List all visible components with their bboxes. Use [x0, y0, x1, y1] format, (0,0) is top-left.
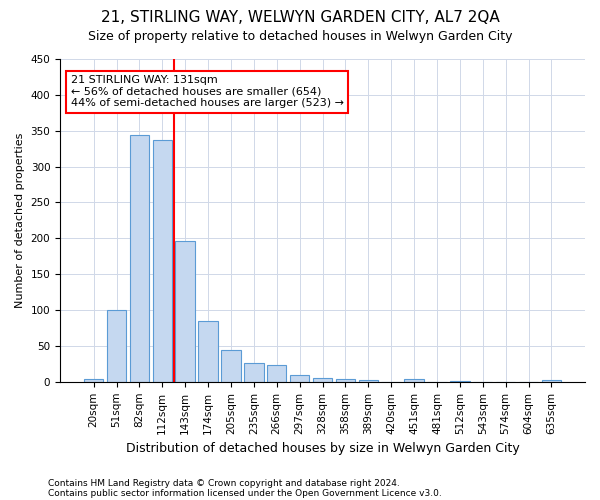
Bar [290, 376, 310, 382]
Bar [404, 379, 424, 382]
Bar [244, 363, 263, 382]
Bar [267, 364, 286, 382]
Bar [359, 380, 378, 382]
Bar [84, 379, 103, 382]
Bar [199, 321, 218, 382]
Text: Size of property relative to detached houses in Welwyn Garden City: Size of property relative to detached ho… [88, 30, 512, 43]
Bar [152, 140, 172, 382]
Y-axis label: Number of detached properties: Number of detached properties [15, 132, 25, 308]
Bar [450, 381, 470, 382]
Bar [221, 350, 241, 382]
Bar [175, 241, 195, 382]
Text: Contains public sector information licensed under the Open Government Licence v3: Contains public sector information licen… [48, 488, 442, 498]
Bar [542, 380, 561, 382]
Text: Contains HM Land Registry data © Crown copyright and database right 2024.: Contains HM Land Registry data © Crown c… [48, 478, 400, 488]
Bar [335, 379, 355, 382]
X-axis label: Distribution of detached houses by size in Welwyn Garden City: Distribution of detached houses by size … [125, 442, 520, 455]
Bar [313, 378, 332, 382]
Text: 21, STIRLING WAY, WELWYN GARDEN CITY, AL7 2QA: 21, STIRLING WAY, WELWYN GARDEN CITY, AL… [101, 10, 499, 25]
Text: 21 STIRLING WAY: 131sqm
← 56% of detached houses are smaller (654)
44% of semi-d: 21 STIRLING WAY: 131sqm ← 56% of detache… [71, 75, 344, 108]
Bar [107, 310, 126, 382]
Bar [130, 135, 149, 382]
